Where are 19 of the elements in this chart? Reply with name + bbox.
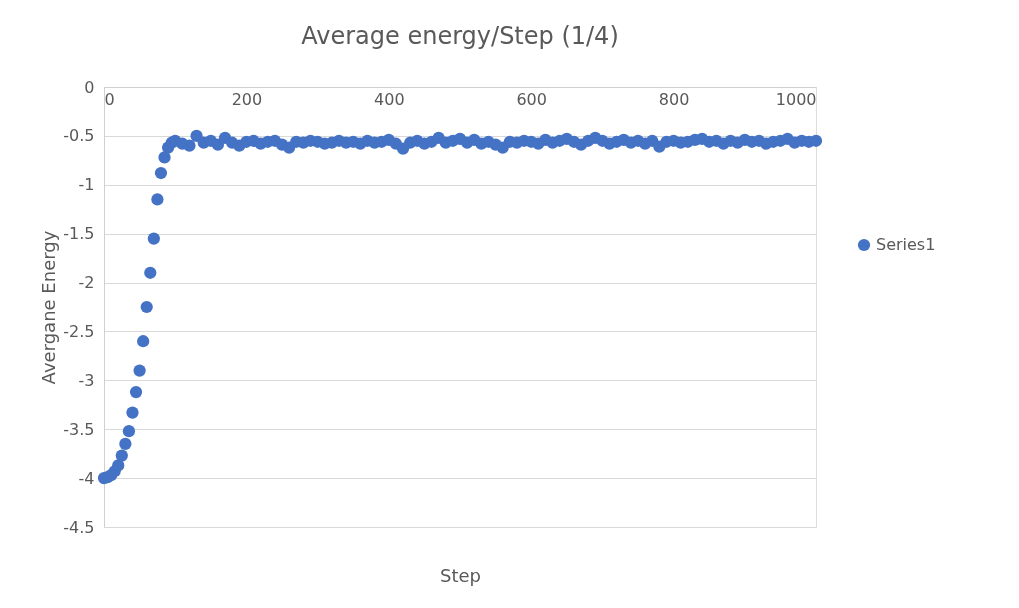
y-tick-label: -2: [78, 273, 95, 293]
y-tick-label: -2.5: [63, 321, 95, 341]
x-tick-label: 1000: [775, 89, 817, 109]
y-tick-label: -3.5: [63, 419, 95, 439]
y-tick-label: -3: [78, 370, 95, 390]
y-tick-label: -0.5: [63, 126, 95, 146]
x-tick-label: 600: [516, 89, 547, 109]
chart-title: Average energy/Step (1/4): [301, 22, 619, 50]
y-tick-label: -4.5: [63, 517, 95, 537]
x-tick-label: 800: [658, 89, 690, 109]
legend-label: Series1: [876, 235, 936, 254]
x-tick-label: 200: [231, 89, 263, 109]
x-tick-label: 400: [374, 89, 405, 109]
x-axis-title: Step: [440, 564, 481, 586]
x-tick-label: 0: [104, 89, 115, 109]
y-tick-label: -1: [78, 175, 95, 195]
y-axis-title: Avergane Energy: [38, 230, 60, 385]
y-tick-label: -4: [78, 468, 95, 488]
y-tick-label: -1.5: [63, 224, 95, 244]
